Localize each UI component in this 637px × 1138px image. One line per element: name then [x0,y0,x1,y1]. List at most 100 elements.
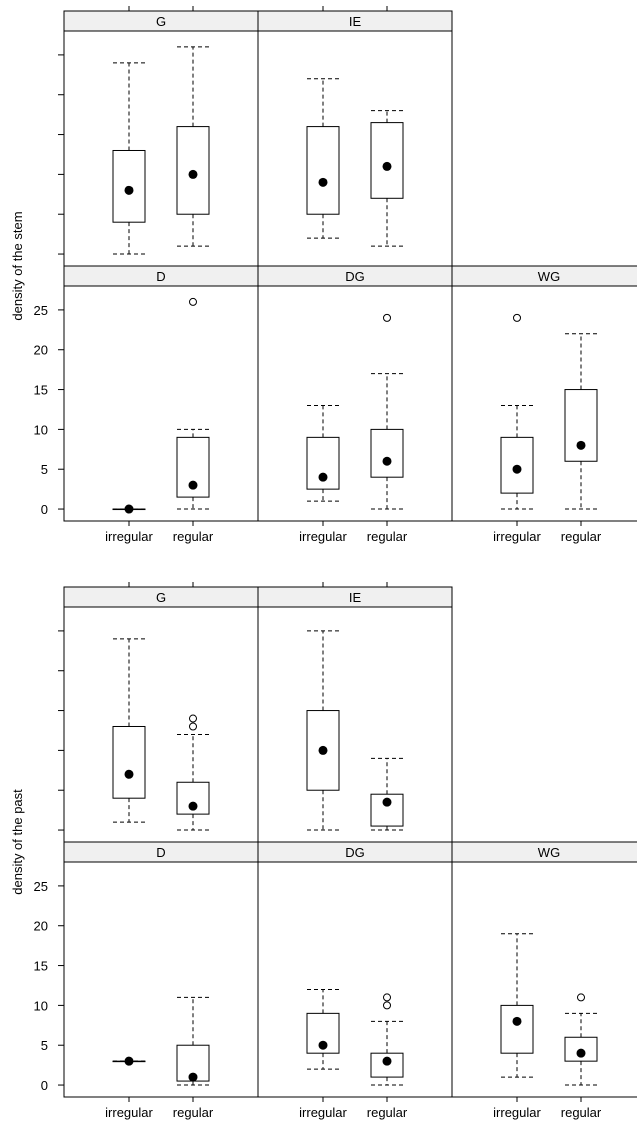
x-tick-label: regular [367,1105,408,1120]
strip-label: WG [538,269,560,284]
x-tick-label: regular [173,529,214,544]
box-irregular [500,933,534,1078]
median-point [188,480,198,490]
box-regular [564,333,598,510]
panel-frame [63,861,259,1098]
median-point [188,801,198,811]
panel-wg: WG irregular regular [451,265,637,544]
median-point [382,161,392,171]
panel-frame [257,861,453,1098]
y-axis-label: density of the stem [10,211,25,320]
y-tick-label: 25 [34,303,48,318]
strip-label: D [156,269,165,284]
box-regular [370,757,404,831]
box-regular [176,714,210,831]
y-tick-label: 5 [41,462,48,477]
median-point [512,1016,522,1026]
outlier-point [189,297,197,306]
box-regular [176,46,210,247]
panel-dg: DG irregular regular [257,841,453,1120]
x-tick-label: regular [367,529,408,544]
box-iqr [564,389,598,462]
x-tick-label: irregular [105,1105,153,1120]
box-irregular [112,504,146,514]
panel-ie: IE [257,582,453,843]
box-iqr [112,725,146,799]
strip-label: IE [349,590,362,605]
median-point [124,1056,134,1066]
y-tick-label: 15 [34,383,48,398]
y-axis-label: density of the past [10,789,25,895]
outlier-point [189,722,197,731]
panel-frame [257,30,453,267]
strip-label: G [156,14,166,29]
x-tick-label: irregular [299,1105,347,1120]
y-tick-label: 20 [34,343,48,358]
median-point [512,464,522,474]
median-point [576,1048,586,1058]
box-irregular [500,313,534,510]
outlier-point [189,714,197,723]
y-tick-label: 5 [41,1038,48,1053]
panel-frame [451,285,637,522]
box-regular [176,297,210,510]
median-point [124,185,134,195]
strip-label: DG [345,845,365,860]
panel-frame [63,606,259,843]
strip-label: IE [349,14,362,29]
panel-frame [451,861,637,1098]
strip-label: G [156,590,166,605]
box-irregular [306,404,340,502]
median-point [382,1056,392,1066]
x-tick-label: regular [561,1105,602,1120]
outlier-point [383,313,391,322]
panel-frame [257,606,453,843]
strip-label: WG [538,845,560,860]
median-point [188,169,198,179]
median-point [188,1072,198,1082]
box-regular [176,996,210,1086]
strip-label: DG [345,269,365,284]
y-tick-label: 0 [41,1078,48,1093]
panel-frame [257,285,453,522]
outlier-point [383,1001,391,1010]
box-regular [370,313,404,510]
panel-g: G [63,6,259,267]
y-tick-label: 20 [34,919,48,934]
box-regular [370,110,404,247]
x-tick-label: irregular [105,529,153,544]
outlier-point [383,993,391,1002]
x-tick-label: irregular [299,529,347,544]
median-point [382,797,392,807]
box-iqr [370,428,404,478]
panel-frame [63,285,259,522]
box-irregular [112,638,146,823]
y-tick-label: 10 [34,998,48,1013]
panel-dg: DG irregular regular [257,265,453,544]
panel-frame [63,30,259,267]
median-point [318,1040,328,1050]
box-iqr [500,1004,534,1054]
y-tick-label: 25 [34,879,48,894]
outlier-point [577,993,585,1002]
box-iqr [306,126,340,215]
y-tick-label: 15 [34,959,48,974]
box-irregular [112,1056,146,1066]
x-tick-label: irregular [493,1105,541,1120]
box-irregular [306,988,340,1070]
x-tick-label: regular [173,1105,214,1120]
x-tick-label: irregular [493,529,541,544]
median-point [318,177,328,187]
box-irregular [306,78,340,239]
median-point [124,769,134,779]
box-regular [370,993,404,1086]
median-point [124,504,134,514]
median-point [576,440,586,450]
box-iqr [370,122,404,199]
x-tick-label: regular [561,529,602,544]
median-point [318,472,328,482]
panel-g: G [63,582,259,843]
